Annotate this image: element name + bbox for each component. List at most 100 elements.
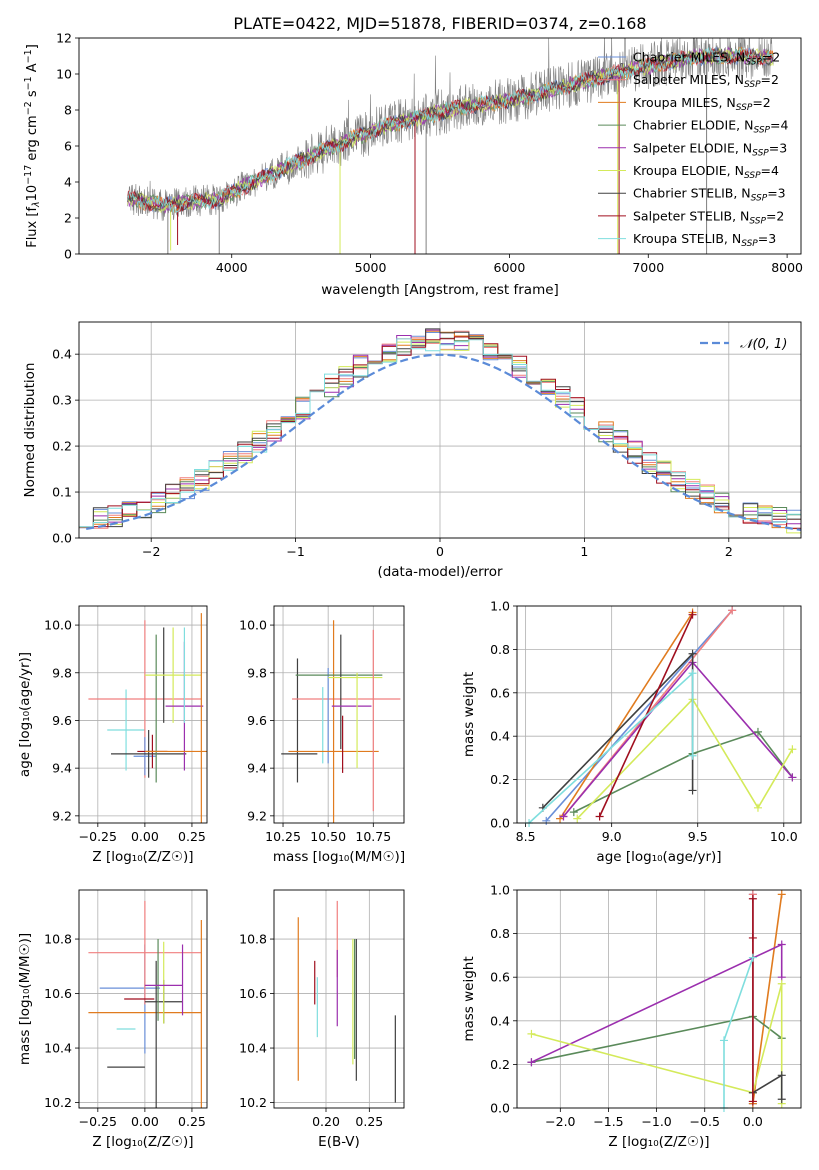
mass-weight-line-chabrier_elodie <box>573 730 794 813</box>
y-tick-label: 10.6 <box>239 986 267 1001</box>
x-tick-label: 9.5 <box>688 829 708 844</box>
plus-marker <box>595 812 604 821</box>
mass_vs_Z-ylabel: mass [log₁₀(M/M☉)] <box>17 933 33 1065</box>
y-tick-label: 0.4 <box>490 729 510 744</box>
spectrum-ylabel: Flux [fλ10−17 erg cm−2 s−1 A−1] <box>23 44 42 248</box>
legend-entry: Kroupa STELIB, NSSP=3 <box>633 231 776 249</box>
spectrum-xlabel: wavelength [Angstrom, rest frame] <box>321 282 559 298</box>
legend-entry: Salpeter MILES, NSSP=2 <box>633 72 779 90</box>
x-tick-label: 10.0 <box>770 829 798 844</box>
residual-histogram-salpeter_stelib <box>79 336 801 529</box>
plus-marker <box>688 786 697 795</box>
age_vs_mass-plot-area <box>281 620 401 823</box>
x-tick-label: 0 <box>436 544 444 559</box>
age_vs_mass-axes: 10.25 10.50 10.75 9.2 9.4 9.6 9.8 10.0 <box>239 606 404 844</box>
y-tick-label: 0.6 <box>490 685 510 700</box>
plus-marker <box>728 606 737 615</box>
figure-title: PLATE=0422, MJD=51878, FIBERID=0374, z=0… <box>233 14 646 33</box>
residual-histogram-salpeter_elodie <box>79 329 801 528</box>
y-tick-label: 9.6 <box>52 713 72 728</box>
plus-marker <box>748 953 757 962</box>
x-tick-label: 0.25 <box>178 1114 206 1129</box>
x-tick-label: 7000 <box>632 260 664 275</box>
y-tick-label: 0.0 <box>490 816 510 831</box>
plus-marker <box>719 1036 728 1045</box>
x-tick-label: 2 <box>725 544 733 559</box>
legend-entry: 𝒩(0, 1) <box>740 337 787 352</box>
x-tick-label: 1 <box>580 544 588 559</box>
plus-marker <box>688 669 697 678</box>
mass_vs_Z-xlabel: Z [log₁₀(Z/Z☉)] <box>92 1134 193 1150</box>
mass_vs_Z-axes: −0.25 0.00 0.25 10.2 10.4 10.6 10.8 <box>44 890 207 1129</box>
y-tick-label: 1.0 <box>490 883 510 898</box>
y-tick-label: 10 <box>56 67 72 82</box>
plus-marker <box>527 1058 536 1067</box>
mass-weight-line-kroupa_miles <box>752 894 783 1104</box>
plus-marker <box>688 751 697 760</box>
age_vs_Z-axes: −0.25 0.00 0.25 9.2 9.4 9.6 9.8 10.0 <box>44 606 207 844</box>
plus-marker <box>777 940 786 949</box>
plus-marker <box>748 1097 757 1106</box>
y-tick-label: 9.2 <box>247 808 267 823</box>
legend-entry: Chabrier ELODIE, NSSP=4 <box>633 118 788 136</box>
error-bar-point <box>88 900 202 1005</box>
plus-marker <box>777 1095 786 1104</box>
spectrum-plot-area <box>127 38 774 254</box>
age_vs_mass-frame <box>273 605 405 824</box>
x-tick-label: 0.20 <box>312 1114 340 1129</box>
age_vs_Z-frame <box>78 605 208 824</box>
legend-entry: Chabrier STELIB, NSSP=3 <box>633 186 786 204</box>
plus-marker <box>542 816 551 825</box>
spectrum-legend: Chabrier MILES, NSSP=2 Salpeter MILES, NS… <box>598 50 788 249</box>
x-tick-label: 8000 <box>771 260 803 275</box>
y-tick-label: 6 <box>64 139 72 154</box>
x-tick-label: 0.00 <box>131 1114 159 1129</box>
legend-entry: Kroupa MILES, NSSP=2 <box>633 95 771 113</box>
plus-marker <box>777 1071 786 1080</box>
x-tick-label: 10.25 <box>265 829 301 844</box>
spectrum-axes: 4000 5000 6000 7000 8000 0 2 4 6 8 10 12 <box>56 31 803 276</box>
plus-marker <box>753 727 762 736</box>
plus-marker <box>527 1029 536 1038</box>
error-bar-point <box>144 613 207 823</box>
mass_weight_vs_age-xlabel: age [log₁₀(age/yr)] <box>596 849 721 865</box>
y-tick-label: 12 <box>56 31 72 46</box>
y-tick-label: 2 <box>64 211 72 226</box>
mass_weight_vs_Z-ylabel: mass weight <box>461 956 477 1041</box>
y-tick-label: 0 <box>64 247 72 262</box>
x-tick-label: 4000 <box>216 260 248 275</box>
plus-marker <box>573 814 582 823</box>
plus-marker <box>777 890 786 899</box>
y-tick-label: 9.4 <box>52 761 72 776</box>
mass_weight_vs_age-ylabel: mass weight <box>461 672 477 757</box>
model-spectrum-kroupa_stelib <box>127 46 774 214</box>
error-bar-point <box>144 627 202 723</box>
x-tick-label: 6000 <box>494 260 526 275</box>
x-tick-label: 9.0 <box>602 829 622 844</box>
y-tick-label: 9.8 <box>247 665 267 680</box>
residuals-xlabel: (data-model)/error <box>377 564 503 580</box>
plus-marker <box>748 933 757 942</box>
y-tick-label: 0.6 <box>490 970 510 985</box>
y-tick-label: 10.8 <box>44 932 72 947</box>
mass-weight-line-kroupa_stelib <box>528 671 694 824</box>
y-tick-label: 9.4 <box>247 761 267 776</box>
y-tick-label: 0.2 <box>490 1057 510 1072</box>
spectrum-frame <box>78 37 802 255</box>
error-bar-point <box>107 689 145 771</box>
mass-weight-line-chabrier_miles <box>545 609 733 822</box>
x-tick-label: −1.5 <box>593 1114 623 1129</box>
y-tick-label: 9.6 <box>247 713 267 728</box>
mass-weight-line-salpeter_elodie <box>562 661 794 818</box>
plus-marker <box>688 649 697 658</box>
legend-entry: Salpeter STELIB, NSSP=2 <box>633 208 784 226</box>
error-bar-point <box>288 620 379 823</box>
y-tick-label: 0.0 <box>52 531 72 546</box>
residual-histogram-kroupa_stelib <box>79 338 801 528</box>
y-tick-label: 4 <box>64 175 72 190</box>
y-tick-label: 0.2 <box>490 772 510 787</box>
age_vs_Z-ylabel: age [log₁₀(age/yr)] <box>17 652 33 777</box>
mass_weight_vs_Z-xlabel: Z [log₁₀(Z/Z☉)] <box>608 1134 709 1150</box>
residuals-frame <box>78 321 802 539</box>
residual-histogram-kroupa_elodie <box>79 337 801 534</box>
